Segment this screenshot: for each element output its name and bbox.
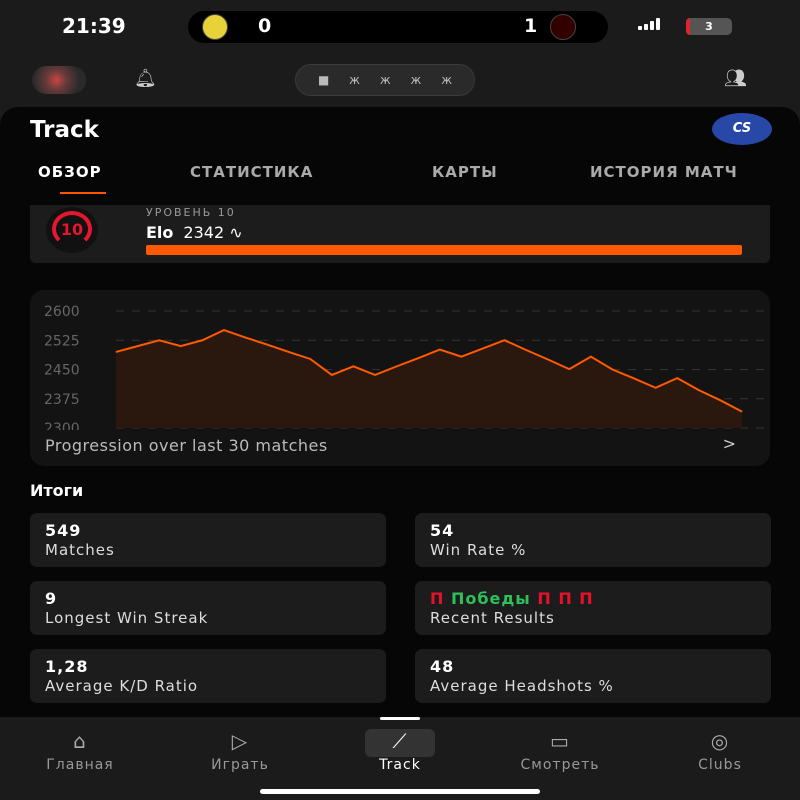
data-point bbox=[201, 339, 203, 341]
data-point bbox=[396, 365, 398, 367]
data-point bbox=[417, 357, 419, 359]
data-point bbox=[633, 377, 635, 379]
clubs-icon: ◎ bbox=[710, 729, 730, 753]
stat-card-win-rate: 54 Win Rate % bbox=[415, 513, 771, 567]
battery-icon: 3 bbox=[686, 18, 732, 35]
clock: 21:39 bbox=[62, 14, 126, 38]
away-team-crest-icon bbox=[550, 14, 576, 40]
chart-caption: Progression over last 30 matches bbox=[45, 436, 328, 455]
data-point bbox=[504, 339, 506, 341]
data-point bbox=[352, 365, 354, 367]
y-tick-label: 2525 bbox=[44, 333, 80, 349]
data-point bbox=[482, 347, 484, 349]
data-point bbox=[115, 351, 117, 353]
data-point bbox=[137, 345, 139, 347]
party-slots[interactable]: ■ ж ж ж ж bbox=[295, 64, 475, 96]
summary-title: Итоги bbox=[30, 481, 84, 500]
level-badge: 10 bbox=[46, 207, 98, 253]
party-slot-icon[interactable]: ж bbox=[349, 73, 360, 87]
trend-icon: ∿ bbox=[229, 223, 243, 242]
friends-icon[interactable]: 👥︎ bbox=[724, 68, 747, 89]
nav-play[interactable]: ▷ Играть bbox=[180, 729, 300, 773]
result-1: Победы bbox=[450, 589, 538, 608]
page-title: Track bbox=[30, 117, 99, 143]
data-point bbox=[158, 339, 160, 341]
stat-card-headshots: 48 Average Headshots % bbox=[415, 649, 771, 703]
data-point bbox=[568, 368, 570, 370]
video-icon: ▭ bbox=[550, 729, 570, 753]
y-tick-label: 2450 bbox=[44, 363, 80, 379]
chart-icon: ⟋ bbox=[365, 729, 435, 757]
away-score: 1 bbox=[524, 15, 538, 37]
tab-maps[interactable]: КАРТЫ bbox=[432, 163, 498, 181]
game-switcher-button[interactable]: CS bbox=[712, 113, 772, 145]
recent-results: П Победы П П П bbox=[430, 589, 756, 609]
stat-card-win-streak: 9 Longest Win Streak bbox=[30, 581, 386, 635]
home-team-crest-icon bbox=[202, 14, 228, 40]
tab-match-history[interactable]: ИСТОРИЯ МАТЧ bbox=[590, 163, 738, 181]
signal-icon bbox=[638, 18, 660, 30]
chevron-right-icon[interactable]: > bbox=[722, 434, 736, 453]
result-2: П bbox=[537, 589, 559, 608]
level-card: 10 УРОВЕНЬ 10 Elo 2342 ∿ bbox=[30, 205, 770, 263]
live-score-island[interactable]: 0 1 bbox=[188, 11, 608, 43]
elo-chart-svg: 2600 2525 2450 2375 2300 bbox=[44, 304, 765, 430]
status-bar: 21:39 0 1 3 bbox=[0, 0, 800, 55]
data-point bbox=[374, 374, 376, 376]
party-slot-icon[interactable]: ж bbox=[410, 73, 422, 87]
data-point bbox=[245, 337, 247, 339]
data-point bbox=[460, 356, 462, 358]
data-point bbox=[655, 387, 657, 389]
avatar[interactable] bbox=[32, 66, 86, 94]
track-sheet: Track CS ОБЗОР СТАТИСТИКА КАРТЫ ИСТОРИЯ … bbox=[0, 107, 800, 717]
result-4: П bbox=[579, 589, 594, 608]
elo-progress-bar bbox=[146, 245, 742, 255]
play-icon: ▷ bbox=[231, 729, 249, 753]
result-0: П bbox=[430, 589, 451, 608]
nav-watch[interactable]: ▭ Смотреть bbox=[500, 729, 620, 773]
result-3: П bbox=[558, 589, 580, 608]
stat-card-kd: 1,28 Average K/D Ratio bbox=[30, 649, 386, 703]
y-tick-label: 2300 bbox=[44, 421, 80, 430]
y-tick-label: 2600 bbox=[44, 304, 80, 320]
elo-line bbox=[115, 329, 743, 413]
bell-icon[interactable]: 🔔︎ bbox=[134, 68, 157, 89]
home-score: 0 bbox=[258, 15, 272, 37]
data-point bbox=[719, 399, 721, 401]
data-point bbox=[309, 358, 311, 360]
nav-track[interactable]: ⟋ Track bbox=[340, 729, 460, 773]
y-tick-label: 2375 bbox=[44, 392, 80, 408]
area-fill bbox=[116, 330, 742, 428]
data-point bbox=[288, 351, 290, 353]
home-indicator bbox=[260, 789, 540, 794]
party-leader-icon[interactable]: ■ bbox=[317, 73, 330, 87]
data-point bbox=[525, 349, 527, 351]
bottom-nav: ⌂ Главная ▷ Играть ⟋ Track ▭ Смотреть ◎ Clubs bbox=[0, 717, 800, 800]
elo-value: 2342 bbox=[183, 223, 225, 242]
sheet-handle[interactable] bbox=[380, 717, 420, 720]
nav-home[interactable]: ⌂ Главная bbox=[20, 729, 140, 773]
data-point bbox=[676, 377, 678, 379]
data-point bbox=[331, 374, 333, 376]
level-label: УРОВЕНЬ 10 bbox=[146, 206, 236, 219]
home-icon: ⌂ bbox=[73, 729, 87, 753]
data-point bbox=[698, 389, 700, 391]
data-point bbox=[180, 345, 182, 347]
elo-row: Elo 2342 ∿ bbox=[146, 223, 243, 242]
data-point bbox=[266, 344, 268, 346]
party-slot-icon[interactable]: ж bbox=[379, 73, 391, 87]
data-point bbox=[439, 349, 441, 351]
tab-statistics[interactable]: СТАТИСТИКА bbox=[190, 163, 314, 181]
party-slot-icon[interactable]: ж bbox=[441, 73, 453, 87]
data-point bbox=[547, 358, 549, 360]
data-point bbox=[741, 411, 743, 413]
data-point bbox=[611, 369, 613, 370]
data-point bbox=[590, 356, 592, 358]
data-point bbox=[223, 329, 225, 331]
nav-clubs[interactable]: ◎ Clubs bbox=[660, 729, 780, 773]
tab-overview[interactable]: ОБЗОР bbox=[38, 163, 106, 194]
elo-chart[interactable]: 2600 2525 2450 2375 2300 Progression over la… bbox=[30, 290, 770, 466]
stat-card-matches: 549 Matches bbox=[30, 513, 386, 567]
stat-card-recent-results: П Победы П П П Recent Results bbox=[415, 581, 771, 635]
